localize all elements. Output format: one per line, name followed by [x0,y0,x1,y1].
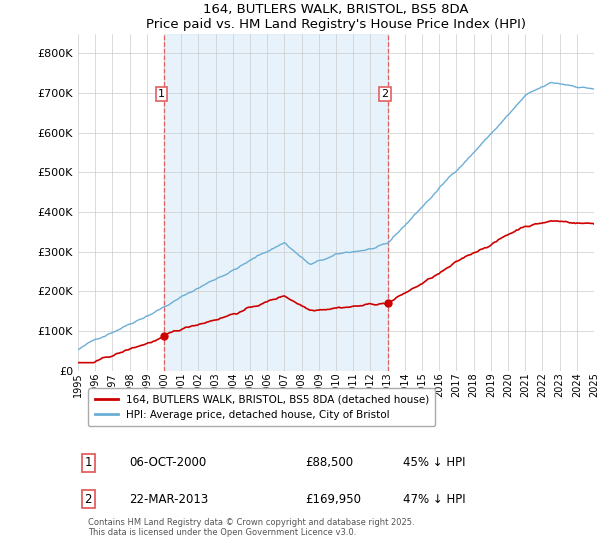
Title: 164, BUTLERS WALK, BRISTOL, BS5 8DA
Price paid vs. HM Land Registry's House Pric: 164, BUTLERS WALK, BRISTOL, BS5 8DA Pric… [146,3,526,31]
Text: 47% ↓ HPI: 47% ↓ HPI [403,493,466,506]
Text: £88,500: £88,500 [305,456,353,469]
Text: Contains HM Land Registry data © Crown copyright and database right 2025.
This d: Contains HM Land Registry data © Crown c… [88,518,415,538]
Text: 06-OCT-2000: 06-OCT-2000 [130,456,207,469]
Text: 1: 1 [85,456,92,469]
Text: 45% ↓ HPI: 45% ↓ HPI [403,456,466,469]
Text: 2: 2 [85,493,92,506]
Text: £169,950: £169,950 [305,493,361,506]
Legend: 164, BUTLERS WALK, BRISTOL, BS5 8DA (detached house), HPI: Average price, detach: 164, BUTLERS WALK, BRISTOL, BS5 8DA (det… [88,389,436,426]
Text: 1: 1 [158,89,165,99]
Text: 2: 2 [382,89,389,99]
Text: 22-MAR-2013: 22-MAR-2013 [130,493,209,506]
Bar [164,34,388,371]
